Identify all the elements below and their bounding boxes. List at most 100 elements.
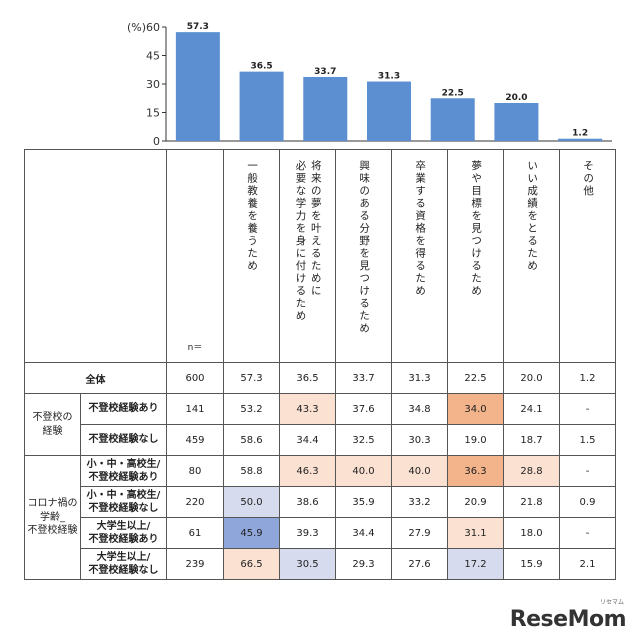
table-cell: 18.0 xyxy=(503,517,560,549)
table-cell: - xyxy=(559,455,616,487)
table-cell: 40.0 xyxy=(335,455,392,487)
header-row: n＝ 一般教養を養うため 将来の夢を叶えるために 必要な学力を身に付けるため 興… xyxy=(24,149,616,363)
table-cell: 43.3 xyxy=(279,393,336,425)
bar xyxy=(430,98,475,141)
header-cat-2: 将来の夢を叶えるために 必要な学力を身に付けるため xyxy=(279,149,336,363)
table-cell: 36.3 xyxy=(447,455,504,487)
row-label: 小・中・高校生/ 不登校経験なし xyxy=(80,486,167,518)
bar-value-label: 1.2 xyxy=(572,129,588,139)
bar xyxy=(175,32,220,141)
row-group-label: 不登校の 経験 xyxy=(24,393,81,456)
table-cell: 20.0 xyxy=(503,362,560,394)
bar xyxy=(367,81,411,141)
table-cell: 1.2 xyxy=(559,362,616,394)
table-cell: - xyxy=(559,393,616,425)
table-cell: 30.5 xyxy=(279,548,336,580)
row-n: 600 xyxy=(166,362,224,394)
table-cell: 21.8 xyxy=(503,486,560,518)
table-cell: 32.5 xyxy=(335,424,392,456)
table-cell: 30.3 xyxy=(391,424,448,456)
table-cell: 20.9 xyxy=(447,486,504,518)
header-cat-4: 卒業する資格を得るため xyxy=(391,149,448,363)
data-table: n＝ 一般教養を養うため 将来の夢を叶えるために 必要な学力を身に付けるため 興… xyxy=(24,149,616,580)
table-row: 全体 600 57.3 36.5 33.7 31.3 22.5 20.0 1.2 xyxy=(24,362,616,394)
table-cell: 66.5 xyxy=(223,548,280,580)
table-cell: 34.8 xyxy=(391,393,448,425)
table-cell: 27.9 xyxy=(391,517,448,549)
table-cell: 39.3 xyxy=(279,517,336,549)
header-cat-5: 夢や目標を見つけるため xyxy=(447,149,504,363)
table-cell: 36.5 xyxy=(279,362,336,394)
table-cell: 50.0 xyxy=(223,486,280,518)
header-blank xyxy=(24,149,167,363)
table-cell: 35.9 xyxy=(335,486,392,518)
row-n: 239 xyxy=(166,548,224,580)
bar-chart: 0 15 30 45 (%)60 57.3 36.5 33.7 31.3 22.5 20.0 1.2 xyxy=(127,21,612,148)
row-n: 141 xyxy=(166,393,224,425)
table-cell: 58.6 xyxy=(223,424,280,456)
bar xyxy=(303,76,348,141)
table-cell: 2.1 xyxy=(559,548,616,580)
bar-value-label: 20.0 xyxy=(505,93,527,103)
table-cell: 40.0 xyxy=(391,455,448,487)
y-tick-label: 15 xyxy=(146,107,160,120)
y-tick-label: 0 xyxy=(153,135,160,148)
table-cell: 19.0 xyxy=(447,424,504,456)
table-row: 小・中・高校生/ 不登校経験なし 220 50.0 38.6 35.9 33.2 20.9 2… xyxy=(25,486,616,518)
table-cell: 15.9 xyxy=(503,548,560,580)
table-cell: 31.3 xyxy=(391,362,448,394)
table-cell: 38.6 xyxy=(279,486,336,518)
y-tick-label: 45 xyxy=(146,50,160,63)
bar xyxy=(558,138,603,141)
header-n: n＝ xyxy=(166,149,224,363)
table-cell: 18.7 xyxy=(503,424,560,456)
table-cell: 33.2 xyxy=(391,486,448,518)
bar xyxy=(239,71,284,141)
table-cell: 53.2 xyxy=(223,393,280,425)
row-label: 大学生以上/ 不登校経験あり xyxy=(80,517,167,549)
bar xyxy=(494,103,539,141)
bar-value-label: 33.7 xyxy=(314,67,336,77)
row-label: 小・中・高校生/ 不登校経験あり xyxy=(80,455,167,487)
table-row: コロナ禍の 学齢_ 不登校経験 小・中・高校生/ 不登校経験あり 80 58.8 46.… xyxy=(24,455,616,580)
table-cell: 37.6 xyxy=(335,393,392,425)
row-group-label: コロナ禍の 学齢_ 不登校経験 xyxy=(24,455,81,580)
row-n: 80 xyxy=(166,455,224,487)
bar-value-label: 22.5 xyxy=(442,88,464,98)
bar-value-label: 31.3 xyxy=(378,72,400,82)
bar-value-label: 36.5 xyxy=(250,62,272,72)
table-cell: 17.2 xyxy=(447,548,504,580)
table-row: 不登校の 経験 不登校経験あり 141 53.2 43.3 37.6 34.8 34.0 24.… xyxy=(24,393,616,456)
table-cell: 34.4 xyxy=(279,424,336,456)
header-cat-1: 一般教養を養うため xyxy=(223,149,280,363)
table-cell: 1.5 xyxy=(559,424,616,456)
header-cat-7: その他 xyxy=(559,149,616,363)
table-row: 大学生以上/ 不登校経験なし 239 66.5 30.5 29.3 27.6 17.2 15.… xyxy=(25,548,616,580)
row-label: 全体 xyxy=(24,362,167,394)
table-cell: 22.5 xyxy=(447,362,504,394)
table-cell: 34.4 xyxy=(335,517,392,549)
table-cell: 46.3 xyxy=(279,455,336,487)
table-cell: 31.1 xyxy=(447,517,504,549)
row-label: 大学生以上/ 不登校経験なし xyxy=(80,548,167,580)
table-cell: 33.7 xyxy=(335,362,392,394)
table-row: 不登校経験なし 459 58.6 34.4 32.5 30.3 19.0 18.7 1.5 xyxy=(25,424,616,456)
row-label: 不登校経験あり xyxy=(80,393,167,425)
y-tick-label: 30 xyxy=(146,78,160,91)
row-n: 459 xyxy=(166,424,224,456)
y-tick-label: (%)60 xyxy=(127,21,160,34)
row-label: 不登校経験なし xyxy=(80,424,167,456)
table-row: 大学生以上/ 不登校経験あり 61 45.9 39.3 34.4 27.9 31.1 18.0… xyxy=(25,517,616,549)
table-cell: 28.8 xyxy=(503,455,560,487)
table-cell: 58.8 xyxy=(223,455,280,487)
header-cat-3: 興味のある分野を見つけるため xyxy=(335,149,392,363)
table-cell: 45.9 xyxy=(223,517,280,549)
table-cell: 24.1 xyxy=(503,393,560,425)
table-cell: 34.0 xyxy=(447,393,504,425)
table-cell: 0.9 xyxy=(559,486,616,518)
bar-value-label: 57.3 xyxy=(187,22,209,32)
table-cell: 27.6 xyxy=(391,548,448,580)
resemom-logo: ReseMom xyxy=(509,607,627,632)
table-cell: 57.3 xyxy=(223,362,280,394)
logo-kana: リセマム xyxy=(599,599,624,606)
